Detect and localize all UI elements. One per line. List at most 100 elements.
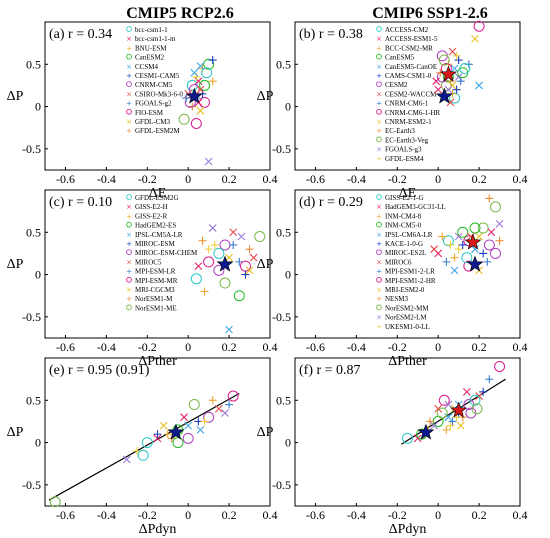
model-point	[180, 413, 188, 422]
legend-marker: ×	[126, 258, 132, 266]
ensemble-mean-star	[439, 65, 457, 82]
legend-entry: FIO-ESM	[135, 109, 164, 117]
model-point	[442, 425, 451, 434]
y-tick-label: -0.5	[22, 478, 41, 492]
model-point	[245, 245, 254, 254]
panel-d: -0.6 -0.4 -0.2 0 0.2 0.4 -0.5 0 0.5 ΔPther ΔP (d) r…	[257, 189, 528, 369]
legend-marker: ×	[376, 35, 382, 43]
x-tick-label: 0.4	[513, 508, 528, 522]
model-point	[190, 68, 199, 77]
column-title-cmip5: CMIP5 RCP2.6	[126, 5, 234, 22]
legend-marker	[376, 249, 382, 256]
legend-marker: ×	[126, 203, 132, 211]
model-point	[241, 270, 250, 279]
x-tick-label: 0	[185, 172, 191, 186]
model-point	[208, 396, 217, 405]
x-tick-label: -0.6	[56, 340, 75, 354]
plot-frame	[44, 189, 271, 339]
x-tick-label: 0.2	[472, 340, 487, 354]
x-tick-label: -0.6	[306, 508, 325, 522]
model-point	[465, 407, 477, 419]
panel-label: (c) r = 0.10	[49, 195, 112, 210]
model-point	[469, 394, 481, 406]
x-tick-label: -0.4	[347, 508, 366, 522]
legend-marker	[376, 81, 382, 88]
model-point	[456, 421, 465, 430]
model-point	[201, 67, 213, 79]
model-point	[249, 253, 258, 262]
legend-marker: ×	[126, 90, 132, 98]
legend-entry: MRI-ESM2-0	[385, 286, 425, 294]
legend-entry: bcc-csm1-1	[135, 26, 168, 34]
model-point	[489, 247, 501, 259]
model-point	[462, 387, 471, 396]
legend-entry: CanESM2	[135, 54, 165, 62]
y-tick-label: -0.5	[272, 478, 291, 492]
model-point	[458, 240, 467, 249]
model-point	[456, 77, 465, 86]
legend-marker: ×	[126, 118, 132, 126]
y-axis-label: ΔP	[257, 89, 274, 104]
model-point	[204, 245, 213, 254]
model-point	[444, 85, 453, 94]
legend-marker	[126, 221, 132, 228]
legend-marker	[126, 194, 132, 200]
legend-marker: +	[126, 100, 132, 108]
legend-entry: ACCESS-ESM1-5	[385, 35, 438, 43]
ensemble-mean-star	[185, 87, 203, 104]
model-point	[434, 85, 443, 94]
model-point	[203, 411, 215, 423]
model-point	[237, 232, 246, 241]
model-point	[442, 257, 451, 266]
model-point	[153, 434, 162, 443]
y-tick-label: 0.5	[276, 225, 291, 239]
y-tick-label: 0	[285, 436, 291, 450]
model-point	[473, 20, 485, 32]
model-point	[495, 219, 504, 228]
model-point	[190, 117, 202, 129]
model-point	[159, 421, 168, 430]
y-tick-label: 0.5	[26, 393, 41, 407]
model-point	[459, 63, 471, 75]
legend-marker: ×	[376, 146, 382, 154]
legend-marker	[376, 53, 382, 60]
model-point	[452, 51, 461, 60]
legend-marker: +	[376, 44, 382, 52]
x-tick-label: 0	[435, 172, 441, 186]
legend-marker: +	[126, 240, 132, 248]
legend-marker: +	[126, 212, 132, 220]
legend-marker	[126, 304, 132, 311]
x-tick-label: -0.4	[347, 340, 366, 354]
legend-entry: GFDL-CM3	[135, 118, 171, 126]
y-tick-label: 0.5	[276, 57, 291, 71]
legend-entry: CNRM-CM5	[135, 81, 173, 89]
model-point	[213, 264, 225, 276]
model-point	[219, 239, 231, 251]
legend-marker	[126, 81, 132, 88]
legend-marker	[126, 276, 132, 283]
model-point	[184, 421, 193, 430]
legend-marker	[126, 108, 132, 115]
legend-entry: CESM2-WACCM	[385, 90, 437, 98]
x-tick-label: -0.2	[388, 172, 407, 186]
x-tick-label: 0.4	[263, 508, 278, 522]
y-axis-label: ΔP	[257, 257, 274, 272]
legend-marker: +	[376, 323, 382, 331]
model-point	[153, 430, 162, 439]
x-tick-label: -0.2	[138, 508, 157, 522]
legend-entry: HadGEM3-GC31-LL	[385, 203, 446, 211]
x-tick-label: 0.2	[472, 508, 487, 522]
model-point	[494, 360, 506, 372]
y-tick-label: 0	[285, 268, 291, 282]
plot-frame	[294, 21, 521, 171]
x-tick-label: -0.4	[97, 340, 116, 354]
y-tick-label: 0	[285, 100, 291, 114]
legend-entry: MIROC-ESM-CHEM	[135, 249, 198, 257]
model-point	[457, 226, 469, 238]
legend-marker: +	[376, 240, 382, 248]
legend-entry: FGOALS-g2	[135, 100, 172, 108]
legend-entry: GFDL-ESM2M	[135, 127, 181, 135]
legend-marker: ×	[376, 63, 382, 71]
model-point	[450, 253, 459, 262]
legend-marker: +	[376, 295, 382, 303]
